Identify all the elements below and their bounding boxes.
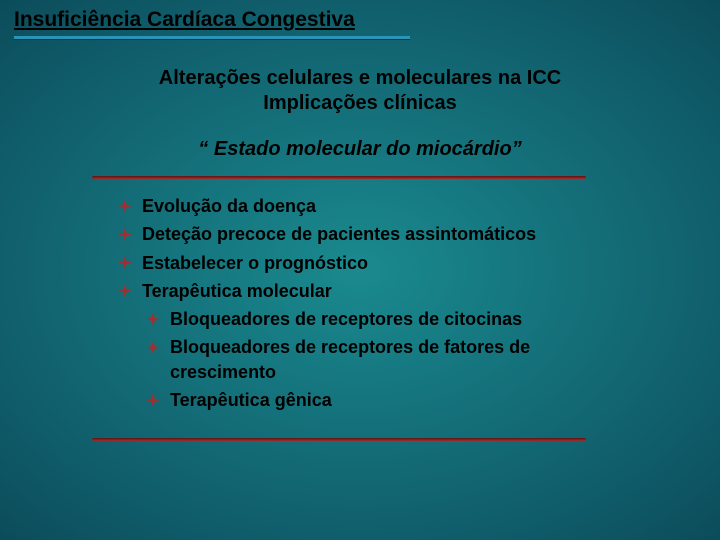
list-item-text: Terapêutica molecular bbox=[142, 279, 332, 303]
bullet-icon bbox=[146, 312, 160, 326]
bullet-list: Evolução da doença Deteção precoce de pa… bbox=[118, 194, 618, 416]
bullet-icon bbox=[146, 340, 160, 354]
bullet-icon bbox=[118, 199, 132, 213]
subtitle-block: Alterações celulares e moleculares na IC… bbox=[0, 66, 720, 116]
title-underline-rule bbox=[14, 36, 410, 39]
slide-title: Insuficiência Cardíaca Congestiva bbox=[14, 8, 355, 34]
slide: Insuficiência Cardíaca Congestiva Altera… bbox=[0, 0, 720, 540]
list-item: Terapêutica gênica bbox=[146, 388, 618, 412]
list-item: Deteção precoce de pacientes assintomáti… bbox=[118, 222, 618, 246]
subtitle-line-2: Implicações clínicas bbox=[0, 91, 720, 116]
list-item-text: Bloqueadores de receptores de fatores de… bbox=[170, 335, 618, 384]
list-item-text: Evolução da doença bbox=[142, 194, 316, 218]
list-item-text: Estabelecer o prognóstico bbox=[142, 251, 368, 275]
list-item: Terapêutica molecular bbox=[118, 279, 618, 303]
list-item-text: Deteção precoce de pacientes assintomáti… bbox=[142, 222, 536, 246]
list-item: Bloqueadores de receptores de fatores de… bbox=[146, 335, 618, 384]
divider-top bbox=[92, 176, 586, 179]
list-item-text: Terapêutica gênica bbox=[170, 388, 332, 412]
bullet-icon bbox=[118, 256, 132, 270]
bullet-icon bbox=[118, 284, 132, 298]
bullet-icon bbox=[118, 227, 132, 241]
bullet-icon bbox=[146, 393, 160, 407]
list-item: Evolução da doença bbox=[118, 194, 618, 218]
list-item: Estabelecer o prognóstico bbox=[118, 251, 618, 275]
list-item-text: Bloqueadores de receptores de citocinas bbox=[170, 307, 522, 331]
subheading: “ Estado molecular do miocárdio” bbox=[0, 138, 720, 161]
sub-list: Bloqueadores de receptores de citocinas … bbox=[146, 307, 618, 412]
list-item: Bloqueadores de receptores de citocinas bbox=[146, 307, 618, 331]
subtitle-line-1: Alterações celulares e moleculares na IC… bbox=[0, 66, 720, 91]
divider-bottom bbox=[92, 438, 586, 441]
title-bar: Insuficiência Cardíaca Congestiva bbox=[14, 8, 394, 39]
